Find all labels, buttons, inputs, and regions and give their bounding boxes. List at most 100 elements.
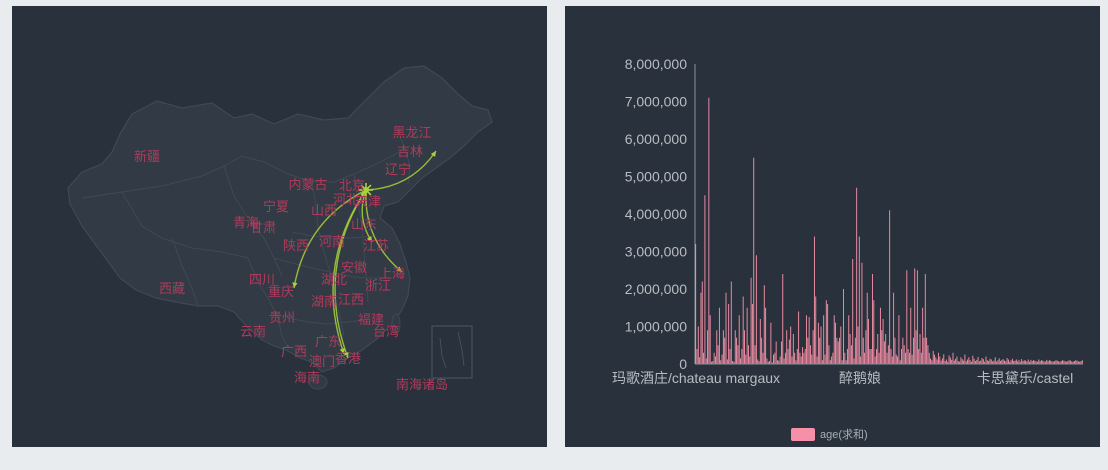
bar[interactable]	[927, 345, 929, 364]
bar[interactable]	[920, 352, 922, 364]
bar[interactable]	[810, 345, 811, 364]
bar[interactable]	[874, 356, 876, 365]
bar[interactable]	[1005, 361, 1007, 365]
bar[interactable]	[1077, 361, 1079, 365]
bar[interactable]	[806, 315, 807, 364]
bar[interactable]	[773, 354, 774, 365]
bar[interactable]	[699, 357, 701, 364]
bar[interactable]	[734, 330, 736, 364]
bar[interactable]	[1050, 360, 1052, 365]
bar[interactable]	[835, 322, 837, 364]
bar[interactable]	[992, 361, 994, 365]
bar[interactable]	[852, 259, 854, 364]
bar[interactable]	[849, 334, 851, 364]
bar[interactable]	[794, 352, 796, 364]
bar[interactable]	[763, 285, 765, 364]
bar[interactable]	[903, 345, 905, 364]
bar[interactable]	[770, 322, 772, 364]
bar[interactable]	[744, 330, 745, 364]
bar[interactable]	[944, 361, 946, 364]
bar[interactable]	[804, 349, 806, 364]
bar[interactable]	[936, 359, 938, 365]
bar[interactable]	[876, 349, 877, 364]
bar[interactable]	[750, 277, 752, 364]
bar[interactable]	[703, 352, 705, 364]
bar[interactable]	[989, 358, 991, 364]
bar[interactable]	[978, 361, 980, 365]
bar[interactable]	[1019, 361, 1021, 364]
bar[interactable]	[965, 361, 967, 365]
bar[interactable]	[787, 349, 789, 364]
bar[interactable]	[998, 358, 1000, 365]
bar[interactable]	[901, 349, 902, 364]
bar[interactable]	[1034, 360, 1036, 365]
bar[interactable]	[928, 352, 930, 364]
bar[interactable]	[986, 360, 988, 364]
legend-label[interactable]: age(求和)	[820, 428, 868, 441]
bar[interactable]	[1035, 361, 1037, 365]
bar[interactable]	[832, 352, 834, 364]
bar[interactable]	[1011, 358, 1013, 364]
bar[interactable]	[749, 356, 751, 365]
bar[interactable]	[1054, 361, 1056, 364]
bar[interactable]	[916, 270, 918, 364]
bar[interactable]	[889, 210, 891, 364]
bar[interactable]	[923, 337, 925, 364]
bar[interactable]	[891, 356, 893, 365]
bar[interactable]	[829, 360, 831, 364]
bar[interactable]	[774, 352, 776, 364]
bar[interactable]	[952, 352, 954, 364]
bar[interactable]	[972, 355, 974, 364]
bar[interactable]	[981, 358, 983, 364]
bar[interactable]	[960, 357, 962, 364]
bar[interactable]	[906, 270, 908, 364]
bar[interactable]	[997, 360, 999, 364]
bar[interactable]	[858, 236, 860, 365]
bar[interactable]	[824, 354, 826, 365]
bar[interactable]	[840, 326, 842, 365]
bar[interactable]	[985, 356, 987, 365]
bar[interactable]	[1047, 361, 1049, 364]
bar[interactable]	[973, 358, 975, 364]
bar[interactable]	[812, 330, 814, 364]
legend-swatch[interactable]	[791, 428, 815, 441]
bar[interactable]	[720, 360, 722, 364]
bar[interactable]	[963, 360, 965, 365]
bar[interactable]	[823, 315, 825, 364]
bar[interactable]	[1014, 360, 1016, 365]
bar[interactable]	[926, 337, 928, 364]
bar[interactable]	[924, 274, 926, 364]
bar[interactable]	[959, 361, 961, 364]
bar[interactable]	[800, 356, 802, 365]
legend[interactable]: age(求和)	[791, 428, 868, 441]
bar[interactable]	[708, 97, 710, 364]
bar[interactable]	[1007, 359, 1009, 365]
bar[interactable]	[931, 360, 933, 364]
bar[interactable]	[846, 349, 848, 364]
bar[interactable]	[757, 359, 759, 365]
bar[interactable]	[1037, 361, 1038, 364]
bar[interactable]	[894, 337, 896, 364]
bar[interactable]	[1029, 361, 1031, 364]
bar[interactable]	[976, 359, 978, 365]
bar[interactable]	[740, 358, 741, 365]
bar[interactable]	[911, 354, 913, 365]
bar[interactable]	[1051, 361, 1053, 365]
bar[interactable]	[754, 345, 756, 364]
bar[interactable]	[1013, 361, 1015, 364]
bar[interactable]	[935, 357, 937, 364]
bar[interactable]	[856, 187, 858, 364]
bar[interactable]	[885, 334, 887, 364]
bar[interactable]	[982, 359, 984, 365]
bar-series[interactable]	[695, 97, 1083, 365]
bar[interactable]	[857, 326, 859, 365]
bar[interactable]	[879, 307, 881, 364]
bar[interactable]	[784, 352, 786, 364]
bar[interactable]	[738, 315, 740, 364]
bar[interactable]	[717, 345, 719, 364]
bar[interactable]	[898, 315, 900, 364]
bar[interactable]	[766, 358, 768, 365]
bar[interactable]	[941, 358, 943, 365]
bar[interactable]	[922, 307, 924, 364]
bar[interactable]	[1033, 360, 1034, 364]
